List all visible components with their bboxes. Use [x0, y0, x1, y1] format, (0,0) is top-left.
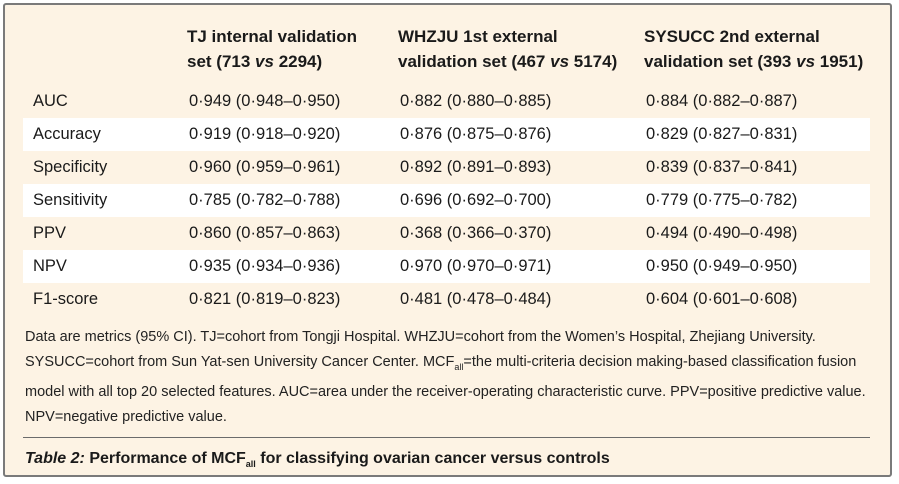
sysucc-value: 0·779 (0·775–0·782): [646, 191, 798, 209]
tj-value: 0·860 (0·857–0·863): [189, 224, 341, 242]
tj-value: 0·935 (0·934–0·936): [189, 257, 341, 275]
table-caption: Table 2: Performance of MCFall for class…: [25, 450, 610, 470]
whzju-value: 0·481 (0·478–0·484): [400, 290, 552, 308]
sysucc-value: 0·829 (0·827–0·831): [646, 125, 798, 143]
sysucc-value: 0·604 (0·601–0·608): [646, 290, 798, 308]
table-row: F1-score 0·821 (0·819–0·823) 0·481 (0·47…: [23, 283, 870, 316]
table-row: AUC 0·949 (0·948–0·950) 0·882 (0·880–0·8…: [23, 85, 870, 118]
whzju-value: 0·970 (0·970–0·971): [400, 257, 552, 275]
sysucc-value: 0·950 (0·949–0·950): [646, 257, 798, 275]
whzju-value: 0·876 (0·875–0·876): [400, 125, 552, 143]
table-row: NPV 0·935 (0·934–0·936) 0·970 (0·970–0·9…: [23, 250, 870, 283]
table-header: TJ internal validation set (713 vs 2294)…: [5, 20, 890, 78]
table-panel: TJ internal validation set (713 vs 2294)…: [3, 3, 892, 477]
metric-label: AUC: [33, 92, 68, 110]
tj-value: 0·949 (0·948–0·950): [189, 92, 341, 110]
whzju-value: 0·892 (0·891–0·893): [400, 158, 552, 176]
table-footnote: Data are metrics (95% CI). TJ=cohort fro…: [25, 329, 866, 425]
tj-value: 0·785 (0·782–0·788): [189, 191, 341, 209]
table-row: Sensitivity 0·785 (0·782–0·788) 0·696 (0…: [23, 184, 870, 217]
whzju-value: 0·696 (0·692–0·700): [400, 191, 552, 209]
metric-label: F1-score: [33, 290, 99, 308]
header-tj: TJ internal validation set (713 vs 2294): [187, 27, 358, 71]
table-body: AUC 0·949 (0·948–0·950) 0·882 (0·880–0·8…: [23, 85, 870, 316]
header-sysucc: SYSUCC 2nd external validation set (393 …: [644, 27, 864, 71]
table-row: Specificity 0·960 (0·959–0·961) 0·892 (0…: [23, 151, 870, 184]
whzju-value: 0·882 (0·880–0·885): [400, 92, 552, 110]
metric-label: Sensitivity: [33, 191, 108, 209]
tj-value: 0·919 (0·918–0·920): [189, 125, 341, 143]
metric-label: NPV: [33, 257, 67, 275]
tj-value: 0·960 (0·959–0·961): [189, 158, 341, 176]
table-row: PPV 0·860 (0·857–0·863) 0·368 (0·366–0·3…: [23, 217, 870, 250]
whzju-value: 0·368 (0·366–0·370): [400, 224, 552, 242]
sysucc-value: 0·839 (0·837–0·841): [646, 158, 798, 176]
sysucc-value: 0·884 (0·882–0·887): [646, 92, 798, 110]
metric-label: Specificity: [33, 158, 108, 176]
sysucc-value: 0·494 (0·490–0·498): [646, 224, 798, 242]
metric-label: Accuracy: [33, 125, 101, 143]
metric-label: PPV: [33, 224, 67, 242]
tj-value: 0·821 (0·819–0·823): [189, 290, 341, 308]
table-row: Accuracy 0·919 (0·918–0·920) 0·876 (0·87…: [23, 118, 870, 151]
header-whzju: WHZJU 1st external validation set (467 v…: [398, 27, 618, 71]
caption-divider: [23, 437, 870, 438]
